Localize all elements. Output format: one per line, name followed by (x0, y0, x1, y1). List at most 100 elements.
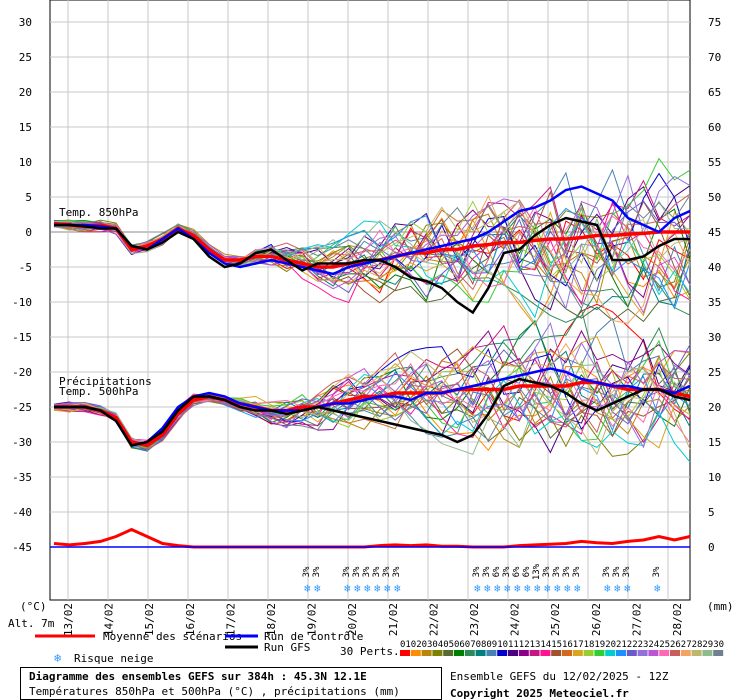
left-tick-label: 10 (19, 156, 32, 169)
pert-swatch (713, 650, 724, 656)
x-tick-label: 24/02 (509, 603, 522, 636)
snowflake-icon: ❄ (504, 582, 511, 595)
pert-swatch (572, 650, 583, 656)
left-tick-label: -10 (12, 296, 32, 309)
legend-snow-label: Risque neige (74, 652, 153, 665)
pert-number: 19 (594, 640, 605, 650)
label-t500: Temp. 500hPa (59, 385, 138, 398)
series-mean_t500 (54, 380, 691, 448)
right-tick-label: 45 (708, 226, 721, 239)
snowflake-icon: ❄ (474, 582, 481, 595)
series-control_t850 (54, 185, 691, 276)
snow-risk-percent: 3% (502, 566, 512, 577)
label-precip: Précipitations (59, 375, 152, 388)
x-tick-label: 14/02 (103, 603, 116, 636)
pert-swatch (421, 650, 432, 656)
snowflake-icon: ❄ (554, 582, 561, 595)
left-unit: (°C) (20, 600, 47, 613)
left-axis-ticks: 30 25 20 15 10 5 0 -5 -10 -15 -20 -25 -30 -35 -40 -45 (12, 16, 32, 554)
pert-swatch (443, 650, 454, 656)
ensemble-run: Ensemble GEFS du 12/02/2025 - 12Z (450, 670, 669, 683)
chart-subtitle: Températures 850hPa et 500hPa (°C) , pré… (29, 685, 400, 698)
series-control_t500 (54, 367, 691, 447)
x-tick-label: 23/02 (468, 603, 481, 636)
pert-swatch (497, 650, 508, 656)
pert-number: 01 (400, 640, 411, 650)
series-gfs_t500 (54, 377, 691, 447)
snow-risk-percent: 3% (542, 566, 552, 577)
snow-risk-percent: 3% (472, 566, 482, 577)
pert-t500-line (53, 352, 691, 451)
pert-swatch (702, 650, 713, 656)
chart-title: Diagramme des ensembles GEFS sur 384h : … (29, 670, 367, 683)
pert-number: 22 (627, 640, 638, 650)
pert-swatch (410, 650, 421, 656)
snowflake-icon: ❄ (604, 582, 611, 595)
pert-number: 11 (508, 640, 519, 650)
snowflake-icon: ❄ (384, 582, 391, 595)
x-tick-label: 25/02 (549, 603, 562, 636)
x-tick-label: 15/02 (143, 603, 156, 636)
x-tick-label: 17/02 (224, 603, 237, 636)
snowflake-icon: ❄ (374, 582, 381, 595)
pert-swatch (594, 650, 605, 656)
legend-control-label: Run de contrôle (264, 630, 363, 643)
left-tick-label: -20 (12, 366, 32, 379)
right-tick-label: 30 (708, 331, 721, 344)
pert-number: 02 (411, 640, 422, 650)
snowflake-icon: ❄ (314, 582, 321, 595)
chart-grid (49, 0, 691, 601)
snowflake-icon: ❄ (564, 582, 571, 595)
snowflake-icon: ❄ (514, 582, 521, 595)
snowflake-icon: ❄ (54, 651, 61, 665)
right-unit: (mm) (707, 600, 734, 613)
right-tick-label: 15 (708, 436, 721, 449)
x-tick-label: 16/02 (184, 603, 197, 636)
right-tick-label: 70 (708, 51, 721, 64)
snow-risk-percent: 3% (572, 566, 582, 577)
pert-number: 03 (422, 640, 433, 650)
pert-swatch (486, 650, 497, 656)
pert-number: 26 (670, 640, 681, 650)
x-tick-label: 13/02 (62, 603, 75, 636)
right-tick-label: 35 (708, 296, 721, 309)
pert-swatch (691, 650, 702, 656)
series-gfs_t850 (54, 216, 690, 315)
x-tick-label: 26/02 (590, 603, 603, 636)
snow-risk-percent: 3% (362, 566, 372, 577)
snow-risk-percent: 3% (352, 566, 362, 577)
snowflake-icon: ❄ (534, 582, 541, 595)
pert-number: 12 (519, 640, 530, 650)
x-tick-label: 18/02 (265, 603, 278, 636)
left-tick-label: 25 (19, 51, 32, 64)
label-t850: Temp. 850hPa (59, 206, 138, 219)
legend-mean-label: Moyenne des scénarios (103, 630, 242, 643)
snow-risk-percent: 3% (372, 566, 382, 577)
left-tick-label: -25 (12, 401, 32, 414)
pert-number: 28 (692, 640, 703, 650)
pert-number: 25 (659, 640, 670, 650)
right-tick-label: 5 (708, 506, 715, 519)
left-tick-label: 0 (25, 226, 32, 239)
x-tick-label: 20/02 (346, 603, 359, 636)
pert-number: 09 (486, 640, 497, 650)
snow-risk-percent: 3% (552, 566, 562, 577)
x-tick-label: 19/02 (306, 603, 319, 636)
pert-number: 17 (573, 640, 584, 650)
altitude-label: Alt. 7m (8, 617, 55, 630)
pert-number: 27 (681, 640, 692, 650)
pert-swatch (529, 650, 540, 656)
right-tick-label: 20 (708, 401, 721, 414)
right-tick-label: 10 (708, 471, 721, 484)
pert-swatch (400, 650, 410, 656)
pert-swatch (464, 650, 475, 656)
right-tick-label: 60 (708, 121, 721, 134)
right-tick-label: 25 (708, 366, 721, 379)
legend-gfs-label: Run GFS (264, 641, 310, 654)
pert-swatch (605, 650, 616, 656)
right-tick-label: 50 (708, 191, 721, 204)
snow-risk-markers: 3%❄3%❄3%❄3%❄3%❄3%❄3%❄3%❄3%❄3%❄6%❄3%❄6%❄6… (302, 563, 662, 595)
snow-risk-percent: 3% (622, 566, 632, 577)
